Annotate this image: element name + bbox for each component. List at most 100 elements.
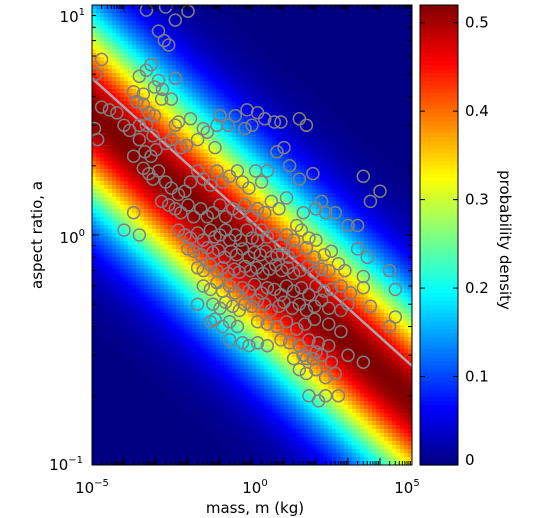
heatmap-cell	[180, 117, 185, 122]
heatmap-cell	[96, 257, 101, 262]
heatmap-cell	[132, 101, 137, 106]
heatmap-cell	[152, 329, 157, 334]
heatmap-cell	[248, 193, 253, 198]
heatmap-cell	[228, 413, 233, 418]
heatmap-cell	[192, 269, 197, 274]
heatmap-cell	[104, 5, 109, 10]
heatmap-cell	[152, 361, 157, 366]
heatmap-cell	[96, 21, 101, 26]
heatmap-cell	[188, 9, 193, 14]
heatmap-cell	[148, 421, 153, 426]
heatmap-cell	[260, 389, 265, 394]
heatmap-cell	[92, 289, 97, 294]
heatmap-cell	[184, 185, 189, 190]
heatmap-cell	[92, 341, 97, 346]
heatmap-cell	[136, 317, 141, 322]
heatmap-cell	[128, 393, 133, 398]
heatmap-cell	[120, 225, 125, 230]
heatmap-cell	[244, 357, 249, 362]
heatmap-cell	[256, 149, 261, 154]
heatmap-cell	[208, 309, 213, 314]
heatmap-cell	[132, 45, 137, 50]
heatmap-cell	[256, 441, 261, 446]
heatmap-cell	[196, 221, 201, 226]
heatmap-cell	[176, 37, 181, 42]
heatmap-cell	[100, 325, 105, 330]
heatmap-cell	[124, 429, 129, 434]
heatmap-cell	[196, 321, 201, 326]
heatmap-cell	[260, 313, 265, 318]
heatmap-cell	[152, 245, 157, 250]
heatmap-cell	[140, 141, 145, 146]
heatmap-cell	[116, 53, 121, 58]
heatmap-cell	[204, 49, 209, 54]
heatmap-cell	[100, 229, 105, 234]
heatmap-cell	[184, 57, 189, 62]
heatmap-cell	[196, 49, 201, 54]
heatmap-cell	[112, 185, 117, 190]
heatmap-cell	[264, 9, 269, 14]
heatmap-cell	[212, 353, 217, 358]
heatmap-cell	[128, 197, 133, 202]
heatmap-cell	[260, 25, 265, 30]
heatmap-cell	[200, 61, 205, 66]
heatmap-cell	[224, 153, 229, 158]
heatmap-cell	[108, 217, 113, 222]
heatmap-cell	[152, 193, 157, 198]
heatmap-cell	[176, 305, 181, 310]
heatmap-cell	[120, 321, 125, 326]
heatmap-cell	[236, 421, 241, 426]
heatmap-cell	[120, 137, 125, 142]
heatmap-cell	[176, 65, 181, 70]
heatmap-cell	[196, 113, 201, 118]
heatmap-cell	[204, 213, 209, 218]
heatmap-cell	[224, 429, 229, 434]
heatmap-cell	[252, 389, 257, 394]
heatmap-cell	[192, 45, 197, 50]
heatmap-cell	[124, 365, 129, 370]
heatmap-cell	[248, 269, 253, 274]
heatmap-cell	[168, 101, 173, 106]
heatmap-cell	[168, 113, 173, 118]
heatmap-cell	[204, 461, 209, 465]
heatmap-cell	[212, 37, 217, 42]
heatmap-cell	[100, 161, 105, 166]
heatmap-cell	[248, 61, 253, 66]
heatmap-cell	[92, 421, 97, 426]
heatmap-cell	[164, 409, 169, 414]
heatmap-cell	[160, 285, 165, 290]
heatmap-cell	[132, 73, 137, 78]
heatmap-cell	[228, 85, 233, 90]
heatmap-cell	[96, 165, 101, 170]
heatmap-cell	[184, 433, 189, 438]
heatmap-cell	[140, 77, 145, 82]
heatmap-cell	[164, 161, 169, 166]
heatmap-cell	[168, 401, 173, 406]
heatmap-cell	[108, 377, 113, 382]
heatmap-cell	[132, 189, 137, 194]
heatmap-cell	[128, 201, 133, 206]
heatmap-cell	[100, 37, 105, 42]
heatmap-cell	[164, 333, 169, 338]
heatmap-cell	[132, 433, 137, 438]
heatmap-cell	[120, 373, 125, 378]
heatmap-cell	[204, 425, 209, 430]
heatmap-cell	[188, 277, 193, 282]
heatmap-cell	[108, 21, 113, 26]
heatmap-cell	[120, 97, 125, 102]
heatmap-cell	[196, 81, 201, 86]
heatmap-cell	[220, 37, 225, 42]
heatmap-cell	[148, 345, 153, 350]
heatmap-cell	[184, 193, 189, 198]
heatmap-cell	[208, 117, 213, 122]
heatmap-cell	[152, 349, 157, 354]
heatmap-cell	[196, 413, 201, 418]
heatmap-cell	[228, 305, 233, 310]
heatmap-cell	[188, 169, 193, 174]
heatmap-cell	[208, 113, 213, 118]
heatmap-cell	[132, 13, 137, 18]
heatmap-cell	[264, 145, 269, 150]
heatmap-cell	[196, 25, 201, 30]
heatmap-cell	[184, 261, 189, 266]
heatmap-cell	[160, 449, 165, 454]
